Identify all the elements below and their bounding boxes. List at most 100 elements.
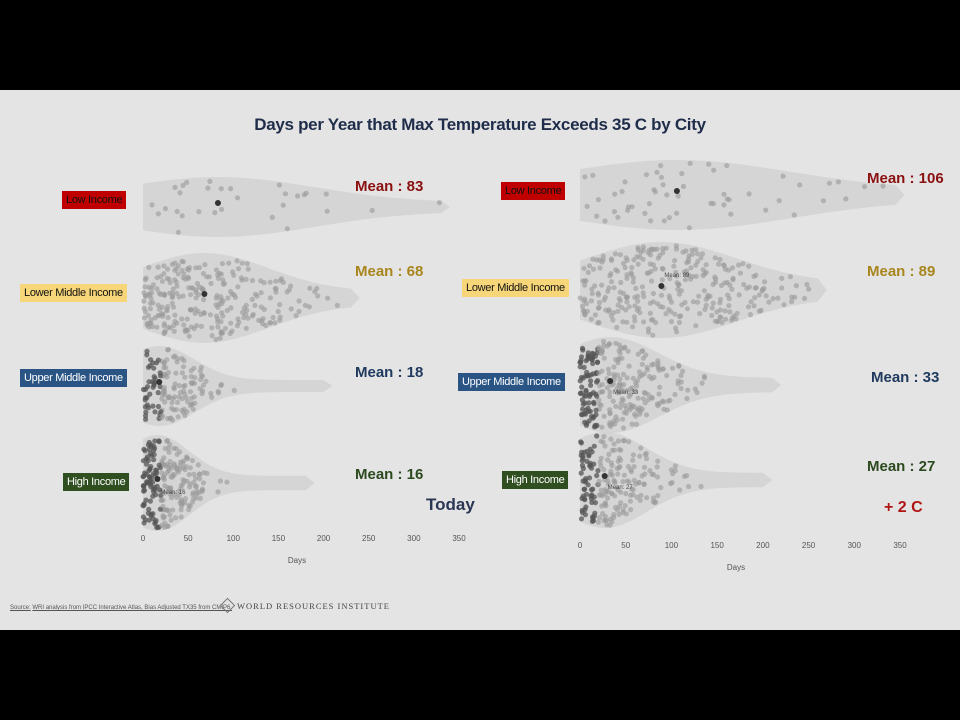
data-point <box>711 167 717 173</box>
data-point <box>644 367 651 373</box>
data-point <box>607 393 613 400</box>
data-point <box>722 308 728 314</box>
data-point <box>147 498 153 504</box>
data-point <box>180 364 186 370</box>
data-point <box>638 445 644 451</box>
data-point <box>594 433 600 439</box>
data-point <box>615 471 621 477</box>
data-point <box>644 495 650 501</box>
data-point <box>270 314 276 321</box>
data-point <box>172 184 178 190</box>
data-point <box>577 364 583 370</box>
data-point <box>591 513 598 519</box>
data-point <box>580 493 586 499</box>
data-point <box>660 398 666 404</box>
data-point <box>150 403 156 409</box>
data-point <box>324 208 330 214</box>
data-point <box>140 514 146 520</box>
data-point <box>181 358 187 364</box>
data-point <box>600 253 606 259</box>
data-point <box>676 291 683 297</box>
data-point <box>658 484 664 491</box>
data-point <box>183 395 189 401</box>
data-point <box>698 255 704 261</box>
data-point <box>712 279 719 285</box>
data-point <box>295 193 301 199</box>
mean-marker <box>658 283 665 289</box>
data-point <box>669 480 675 486</box>
data-point <box>703 262 709 268</box>
data-point <box>693 323 699 329</box>
data-point <box>231 387 237 393</box>
data-point <box>151 374 157 380</box>
data-point <box>759 288 765 294</box>
data-point <box>245 266 251 272</box>
data-point <box>586 392 593 398</box>
data-point <box>645 270 652 276</box>
data-point <box>630 279 636 285</box>
data-point <box>142 395 149 401</box>
x-tick-label: 200 <box>317 534 331 543</box>
data-point <box>160 311 166 317</box>
data-point <box>651 472 657 478</box>
data-point <box>582 486 588 492</box>
data-point <box>158 409 164 415</box>
data-point <box>148 464 154 470</box>
data-point <box>626 439 632 445</box>
data-point <box>234 323 240 329</box>
data-point <box>180 409 187 416</box>
data-point <box>622 264 628 271</box>
data-point <box>306 304 312 310</box>
data-point <box>676 319 683 326</box>
data-point <box>191 394 197 400</box>
data-point <box>674 280 680 286</box>
data-point <box>699 380 705 386</box>
data-point <box>141 298 147 304</box>
data-point <box>694 251 701 257</box>
data-point <box>880 183 886 189</box>
data-point <box>624 275 630 281</box>
data-point <box>171 491 177 497</box>
data-point <box>161 389 167 395</box>
data-point <box>592 283 598 289</box>
scenario-tag-plus-2c: + 2 C <box>884 499 923 516</box>
data-point <box>615 487 621 493</box>
data-point <box>175 229 181 235</box>
data-point <box>578 470 584 476</box>
data-point <box>625 348 631 354</box>
data-point <box>151 457 157 463</box>
data-point <box>154 286 160 292</box>
data-point <box>239 260 245 266</box>
data-point <box>861 184 868 190</box>
data-point <box>629 264 635 271</box>
data-point <box>227 330 233 336</box>
data-point <box>235 284 241 290</box>
data-point <box>721 191 727 197</box>
data-point <box>157 383 163 390</box>
data-point <box>167 458 173 465</box>
data-point <box>160 513 166 519</box>
data-point <box>666 215 672 221</box>
data-point <box>640 396 646 402</box>
data-point <box>615 458 621 464</box>
data-point <box>642 210 648 216</box>
data-point <box>679 170 685 177</box>
data-point <box>272 320 278 326</box>
data-point <box>601 467 607 473</box>
data-point <box>641 464 648 470</box>
data-point <box>712 274 718 280</box>
data-point <box>584 203 590 209</box>
x-tick-label: 300 <box>407 534 421 543</box>
data-point <box>584 458 590 464</box>
mean-marker <box>154 476 161 482</box>
data-point <box>686 225 693 231</box>
source-text[interactable]: WRI analysis from IPCC Interactive Atlas… <box>32 605 232 611</box>
data-point <box>728 317 735 323</box>
data-point <box>682 277 689 283</box>
inner-mean-label: Mean: 16 <box>160 490 186 496</box>
data-point <box>635 298 641 304</box>
data-point <box>633 285 639 291</box>
data-point <box>654 301 661 307</box>
data-point <box>687 160 693 166</box>
source-prefix: Source: <box>10 605 31 611</box>
